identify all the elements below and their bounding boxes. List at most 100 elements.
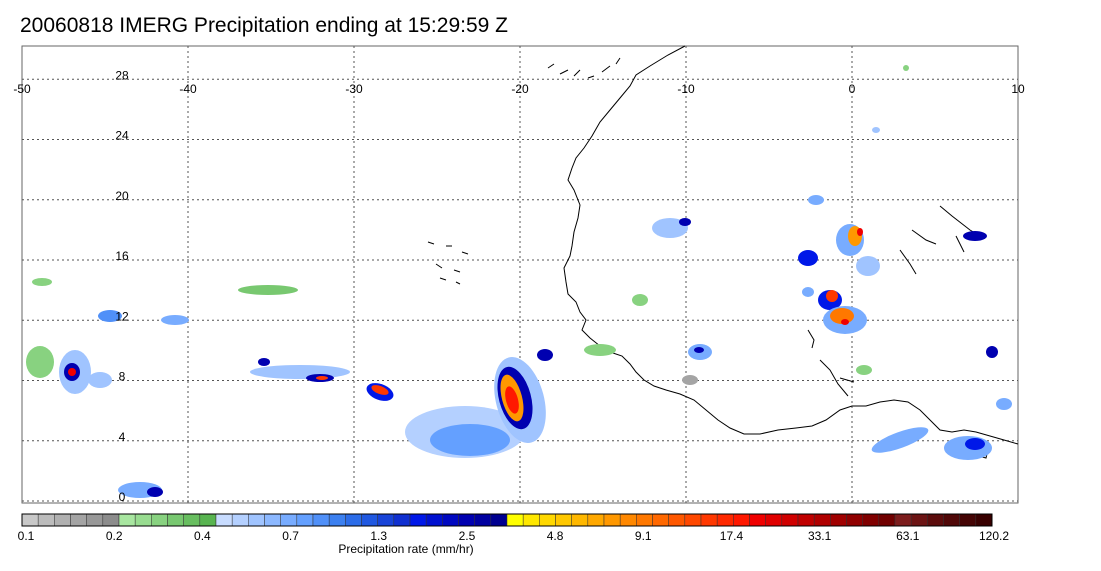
colorbar-cell bbox=[361, 513, 378, 527]
cape-verde-islands bbox=[427, 241, 469, 285]
colorbar-cell bbox=[716, 513, 734, 527]
colorbar-cell bbox=[830, 513, 847, 527]
colorbar-cell bbox=[425, 513, 443, 527]
precip-cell bbox=[316, 376, 328, 380]
colorbar-cell bbox=[134, 513, 152, 527]
colorbar-tick-label: 120.2 bbox=[979, 529, 1009, 543]
precip-cell bbox=[430, 424, 510, 456]
latitude-tick-label: 28 bbox=[115, 68, 129, 82]
colorbar-cell bbox=[328, 513, 346, 527]
colorbar-cell bbox=[151, 513, 168, 527]
precip-cell bbox=[26, 346, 54, 378]
precip-cell bbox=[258, 358, 270, 366]
precip-cell bbox=[856, 365, 872, 375]
colorbar-cell bbox=[813, 513, 831, 527]
colorbar-cell bbox=[846, 513, 863, 527]
colorbar-cell bbox=[409, 513, 427, 527]
colorbar-cell bbox=[490, 513, 508, 527]
colorbar-label: Precipitation rate (mm/hr) bbox=[338, 542, 473, 556]
precip-cell bbox=[856, 256, 880, 276]
precip-cell bbox=[88, 372, 112, 388]
colorbar-cell bbox=[21, 513, 39, 527]
precip-cell bbox=[903, 65, 909, 71]
colorbar-tick-label: 2.5 bbox=[459, 529, 476, 543]
colorbar-cell bbox=[910, 513, 928, 527]
colorbar-cell bbox=[70, 513, 87, 527]
colorbar-tick-label: 0.4 bbox=[194, 529, 211, 543]
colorbar-cell bbox=[264, 513, 281, 527]
colorbar-cell bbox=[668, 513, 686, 527]
colorbar-cell bbox=[652, 513, 669, 527]
colorbar-cell bbox=[700, 513, 718, 527]
graticule bbox=[22, 46, 1018, 503]
colorbar-cell bbox=[102, 513, 120, 527]
colorbar-cell bbox=[555, 513, 572, 527]
colorbar-tick-label: 1.3 bbox=[370, 529, 387, 543]
precip-cell bbox=[161, 315, 189, 325]
precip-cell bbox=[965, 438, 985, 450]
colorbar-cell bbox=[248, 513, 265, 527]
latitude-tick-label: 0 bbox=[119, 490, 126, 504]
latitude-tick-label: 20 bbox=[115, 189, 129, 203]
colorbar-tick-label: 9.1 bbox=[635, 529, 652, 543]
colorbar-cell bbox=[765, 513, 783, 527]
colorbar-cell bbox=[571, 513, 589, 527]
precip-cell bbox=[802, 287, 814, 297]
precip-cell bbox=[996, 398, 1012, 410]
colorbar-cell bbox=[636, 513, 653, 527]
colorbar-cell bbox=[86, 513, 104, 527]
colorbar-cell bbox=[959, 513, 977, 527]
precip-cell bbox=[694, 347, 704, 353]
precip-cell bbox=[808, 195, 824, 205]
map-title: 20060818 IMERG Precipitation ending at 1… bbox=[20, 14, 508, 37]
colorbar-cell bbox=[975, 513, 993, 527]
colorbar-cells bbox=[21, 513, 993, 527]
latitude-tick-label: 8 bbox=[119, 370, 126, 384]
colorbar-cell bbox=[377, 513, 395, 527]
precip-cell bbox=[841, 319, 849, 325]
niger-delta-and-rivers bbox=[819, 205, 981, 397]
longitude-tick-label: -40 bbox=[179, 82, 197, 96]
precip-cell bbox=[986, 346, 998, 358]
colorbar-cell bbox=[280, 513, 298, 527]
longitude-tick-label: -30 bbox=[345, 82, 363, 96]
longitude-tick-label: -10 bbox=[677, 82, 695, 96]
canary-islands bbox=[547, 57, 621, 79]
colorbar-cell bbox=[684, 513, 702, 527]
colorbar-cell bbox=[522, 513, 540, 527]
colorbar-cell bbox=[781, 513, 799, 527]
colorbar-cell bbox=[587, 513, 605, 527]
colorbar-tick-label: 0.7 bbox=[282, 529, 299, 543]
precip-cell bbox=[682, 375, 698, 385]
colorbar-tick-labels: 0.1 0.2 0.4 0.7 1.3 2.5 4.8 9.1 17.4 33.1 63.1 120.… bbox=[18, 529, 1010, 543]
colorbar-cell bbox=[37, 513, 55, 527]
precip-cell bbox=[963, 231, 987, 241]
axis-tick-labels: -50 -40 -30 -20 -10 0 10 28 24 20 16 12 8 4 0 bbox=[13, 68, 1025, 504]
colorbar-cell bbox=[393, 513, 411, 527]
precip-cell bbox=[505, 386, 519, 414]
precip-cell bbox=[68, 368, 76, 376]
colorbar-cell bbox=[603, 513, 621, 527]
precip-cell bbox=[238, 285, 298, 295]
precipitation-map: -50 -40 -30 -20 -10 0 10 28 24 20 16 12 8 4 0 bbox=[13, 45, 1025, 504]
colorbar-cell bbox=[458, 513, 475, 527]
colorbar-cell bbox=[797, 513, 815, 527]
precip-cell bbox=[830, 308, 854, 324]
colorbar-cell bbox=[539, 513, 556, 527]
colorbar-cell bbox=[167, 513, 184, 527]
precip-cell bbox=[584, 344, 616, 356]
colorbar-cell bbox=[199, 513, 217, 527]
longitude-tick-label: -50 bbox=[13, 82, 31, 96]
colorbar-cell bbox=[927, 513, 944, 527]
precip-cell bbox=[872, 127, 880, 133]
precip-cell bbox=[798, 250, 818, 266]
colorbar-cell bbox=[296, 513, 314, 527]
colorbar-cell bbox=[878, 513, 896, 527]
colorbar-tick-label: 17.4 bbox=[720, 529, 744, 543]
colorbar-cell bbox=[894, 513, 912, 527]
colorbar-tick-label: 33.1 bbox=[808, 529, 832, 543]
latitude-tick-label: 16 bbox=[115, 249, 129, 263]
precipitation-field bbox=[26, 65, 1012, 498]
colorbar-cell bbox=[943, 513, 960, 527]
